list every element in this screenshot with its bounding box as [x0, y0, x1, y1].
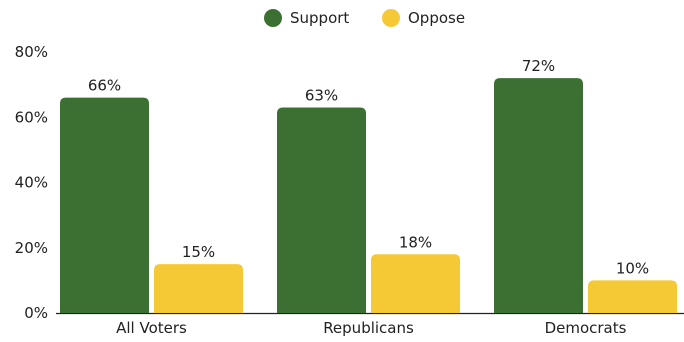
category-label: Republicans	[323, 319, 414, 337]
y-tick-label: 40%	[15, 174, 48, 192]
bar-oppose-2	[588, 280, 677, 313]
y-tick-label: 60%	[15, 108, 48, 126]
y-tick-label: 20%	[15, 239, 48, 257]
bar-value-label: 10%	[616, 259, 649, 277]
legend-label-oppose: Oppose	[408, 9, 465, 27]
category-label: All Voters	[116, 319, 187, 337]
bar-value-label: 66%	[88, 77, 121, 95]
y-tick-label: 80%	[15, 43, 48, 61]
category-label: Democrats	[545, 319, 627, 337]
bar-value-label: 15%	[182, 243, 215, 261]
bar-value-label: 63%	[305, 86, 338, 104]
x-axis: All Voters Republicans Democrats	[116, 319, 626, 337]
legend-swatch-support	[264, 9, 282, 27]
bar-value-label: 18%	[399, 233, 432, 251]
y-axis: 0% 20% 40% 60% 80%	[15, 43, 684, 322]
legend-swatch-oppose	[382, 9, 400, 27]
bar-support-1	[277, 107, 366, 314]
y-tick-label: 0%	[24, 304, 48, 322]
bar-oppose-0	[154, 264, 243, 313]
bar-oppose-1	[371, 254, 460, 313]
bar-support-0	[60, 97, 149, 313]
legend: Support Oppose	[264, 9, 465, 27]
legend-item-support: Support	[264, 9, 349, 27]
bar-support-2	[494, 78, 583, 313]
bars: 66% 15% 63% 18% 72% 10%	[60, 57, 677, 314]
legend-label-support: Support	[290, 9, 349, 27]
legend-item-oppose: Oppose	[382, 9, 465, 27]
bar-value-label: 72%	[522, 57, 555, 75]
